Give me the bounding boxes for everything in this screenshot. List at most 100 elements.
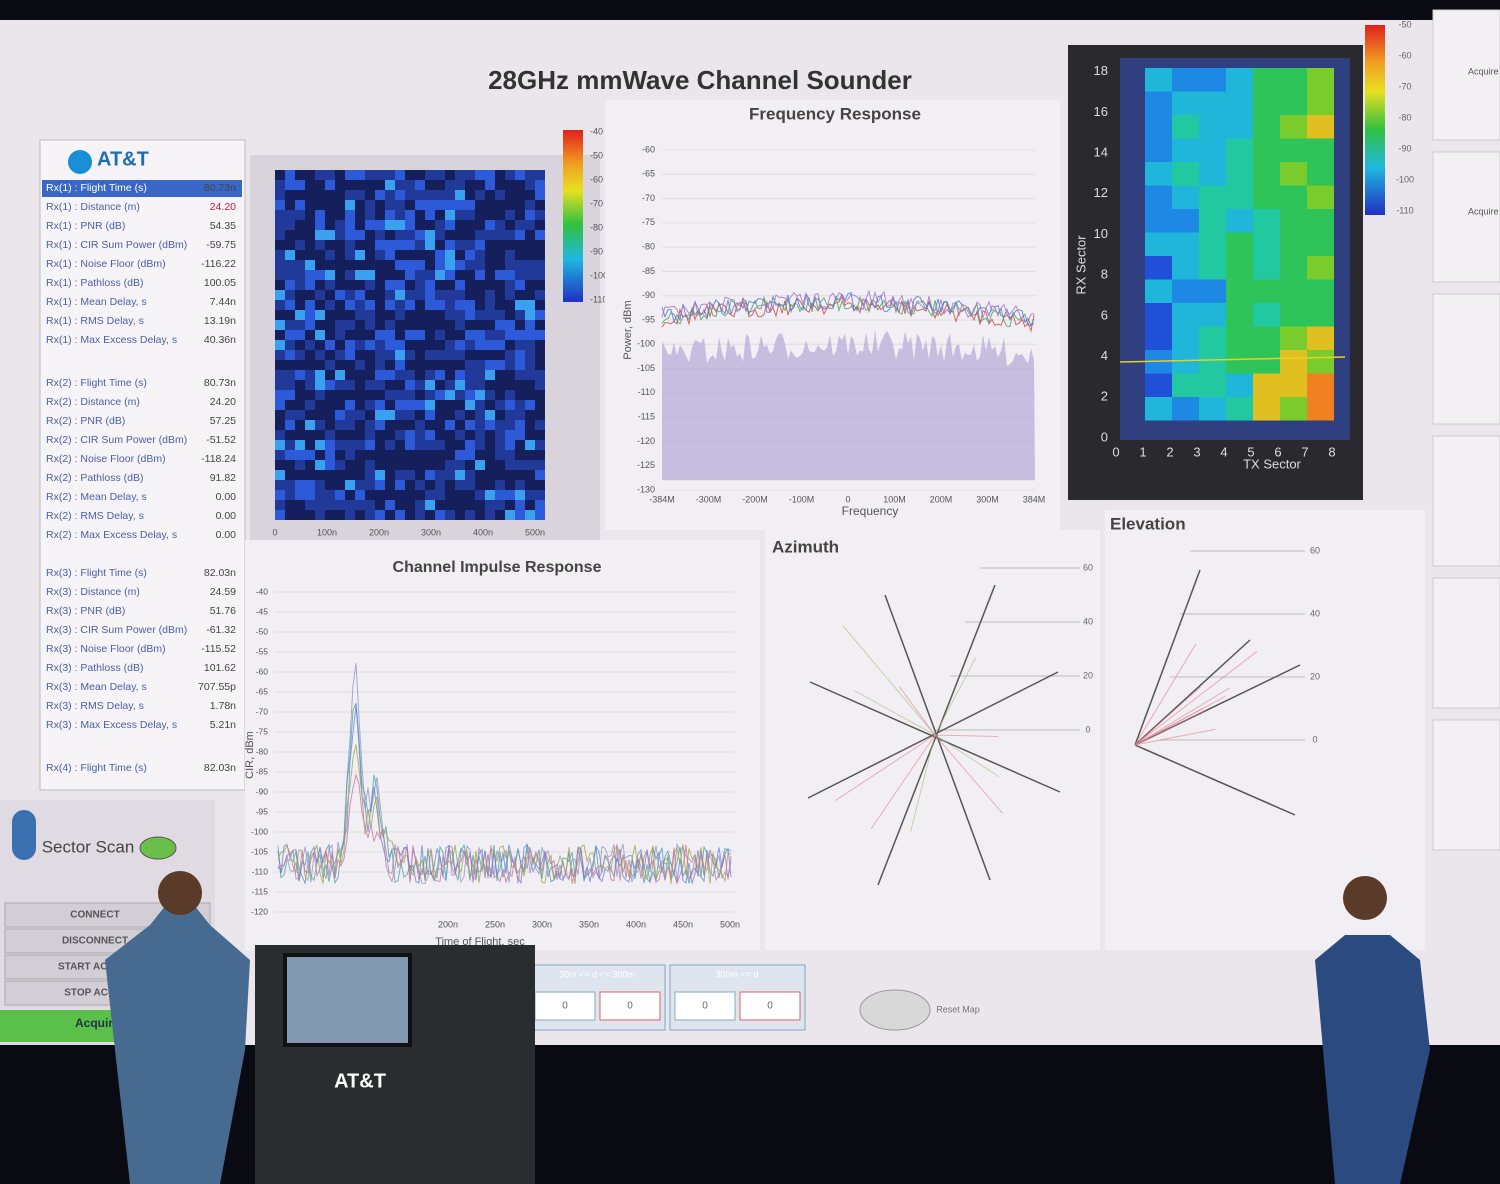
sector-cell bbox=[1307, 232, 1334, 256]
x-tick-label: 2 bbox=[1166, 444, 1173, 459]
side-button[interactable] bbox=[1432, 9, 1500, 141]
y-tick-label: -75 bbox=[642, 217, 655, 227]
spectrogram-cell bbox=[295, 310, 305, 320]
side-button[interactable] bbox=[1432, 151, 1500, 283]
control-button-label: CONNECT bbox=[70, 910, 119, 921]
spectrogram-cell bbox=[435, 440, 445, 450]
spectrogram-cell bbox=[505, 410, 515, 420]
sector-cell bbox=[1307, 256, 1334, 280]
spectrogram-cell bbox=[485, 310, 495, 320]
spectrogram-cell bbox=[365, 510, 375, 520]
spectrogram-cell bbox=[445, 470, 455, 480]
spectrogram-cell bbox=[405, 350, 415, 360]
sector-scan-switch[interactable] bbox=[12, 810, 36, 860]
spectrogram-cell bbox=[285, 340, 295, 350]
spectrogram-cell bbox=[435, 370, 445, 380]
side-button[interactable] bbox=[1432, 719, 1500, 851]
colorbar-label: -50 bbox=[1398, 19, 1411, 29]
spectrogram-cell bbox=[415, 200, 425, 210]
spectrogram-cell bbox=[355, 270, 365, 280]
spectrogram-cell bbox=[445, 390, 455, 400]
spectrogram-cell bbox=[365, 220, 375, 230]
sector-cell bbox=[1172, 373, 1199, 397]
sector-cell bbox=[1307, 279, 1334, 303]
sector-cell bbox=[1280, 209, 1307, 233]
sector-cell bbox=[1253, 162, 1280, 186]
side-button[interactable] bbox=[1432, 293, 1500, 425]
spectrogram-cell bbox=[385, 440, 395, 450]
spectrogram-cell bbox=[365, 470, 375, 480]
spectrogram-cell bbox=[425, 290, 435, 300]
x-tick-label: 300n bbox=[532, 919, 552, 929]
spectrogram-cell bbox=[535, 290, 545, 300]
sector-cell bbox=[1280, 397, 1307, 421]
sector-cell bbox=[1172, 209, 1199, 233]
spectrogram-cell bbox=[345, 270, 355, 280]
direction-line bbox=[1134, 686, 1202, 746]
spectrogram-cell bbox=[275, 300, 285, 310]
spectrogram-cell bbox=[345, 320, 355, 330]
spectrogram-cell bbox=[335, 410, 345, 420]
spectrogram-cell bbox=[395, 260, 405, 270]
spectrogram-cell bbox=[325, 170, 335, 180]
colorbar-label: -90 bbox=[590, 246, 603, 256]
spectrogram-cell bbox=[405, 330, 415, 340]
spectrogram-cell bbox=[345, 250, 355, 260]
measurement-value: 707.55p bbox=[198, 681, 236, 693]
spectrogram-cell bbox=[505, 330, 515, 340]
spectrogram-cell bbox=[435, 290, 445, 300]
spectrogram-cell bbox=[455, 200, 465, 210]
spectrogram-cell bbox=[305, 370, 315, 380]
spectrogram-cell bbox=[375, 410, 385, 420]
elevation-panel bbox=[1105, 510, 1425, 950]
y-tick-label: -130 bbox=[637, 484, 655, 494]
spectrogram-cell bbox=[295, 330, 305, 340]
sector-cell bbox=[1172, 350, 1199, 374]
spectrogram-cell bbox=[425, 280, 435, 290]
spectrogram-cell bbox=[405, 290, 415, 300]
spectrogram-cell bbox=[365, 300, 375, 310]
spectrogram-cell bbox=[495, 270, 505, 280]
spectrogram-cell bbox=[325, 340, 335, 350]
spectrogram-cell bbox=[535, 190, 545, 200]
reset-map-label: Reset Map bbox=[936, 1004, 980, 1014]
spectrogram-cell bbox=[275, 500, 285, 510]
spectrogram-cell bbox=[445, 340, 455, 350]
y-tick-label: -125 bbox=[637, 460, 655, 470]
spectrogram-cell bbox=[285, 250, 295, 260]
spectrogram-cell bbox=[505, 260, 515, 270]
spectrogram-cell bbox=[455, 480, 465, 490]
measurement-value: 100.05 bbox=[204, 277, 236, 289]
sector-cell bbox=[1172, 162, 1199, 186]
spectrogram-cell bbox=[525, 310, 535, 320]
reset-map-button[interactable] bbox=[859, 989, 931, 1031]
x-tick-label: -300M bbox=[696, 494, 722, 504]
spectrogram-cell bbox=[285, 420, 295, 430]
spectrogram-cell bbox=[415, 240, 425, 250]
spectrogram-cell bbox=[275, 380, 285, 390]
spectrogram-cell bbox=[405, 470, 415, 480]
spectrogram-cell bbox=[425, 270, 435, 280]
toggle-indicator[interactable] bbox=[139, 836, 177, 860]
side-button[interactable] bbox=[1432, 435, 1500, 567]
spectrogram-cell bbox=[375, 220, 385, 230]
control-button-label: STOP ACQUI bbox=[64, 988, 126, 999]
measurement-value: -115.52 bbox=[201, 643, 236, 655]
spectrogram-cell bbox=[365, 310, 375, 320]
sector-cell bbox=[1145, 232, 1172, 256]
spectrogram-cell bbox=[505, 250, 515, 260]
side-button[interactable] bbox=[1432, 577, 1500, 709]
spectrogram-cell bbox=[405, 270, 415, 280]
spectrogram-cell bbox=[425, 500, 435, 510]
spectrogram-cell bbox=[505, 510, 515, 520]
y-tick-label: -95 bbox=[642, 314, 655, 324]
spectrogram-cell bbox=[535, 260, 545, 270]
sector-cell bbox=[1253, 91, 1280, 115]
spectrogram-cell bbox=[515, 420, 525, 430]
spectrogram-cell bbox=[485, 410, 495, 420]
spectrogram-cell bbox=[485, 180, 495, 190]
spectrogram-cell bbox=[275, 440, 285, 450]
spectrogram-cell bbox=[395, 470, 405, 480]
sector-cell bbox=[1226, 350, 1253, 374]
spectrogram-cell bbox=[505, 390, 515, 400]
